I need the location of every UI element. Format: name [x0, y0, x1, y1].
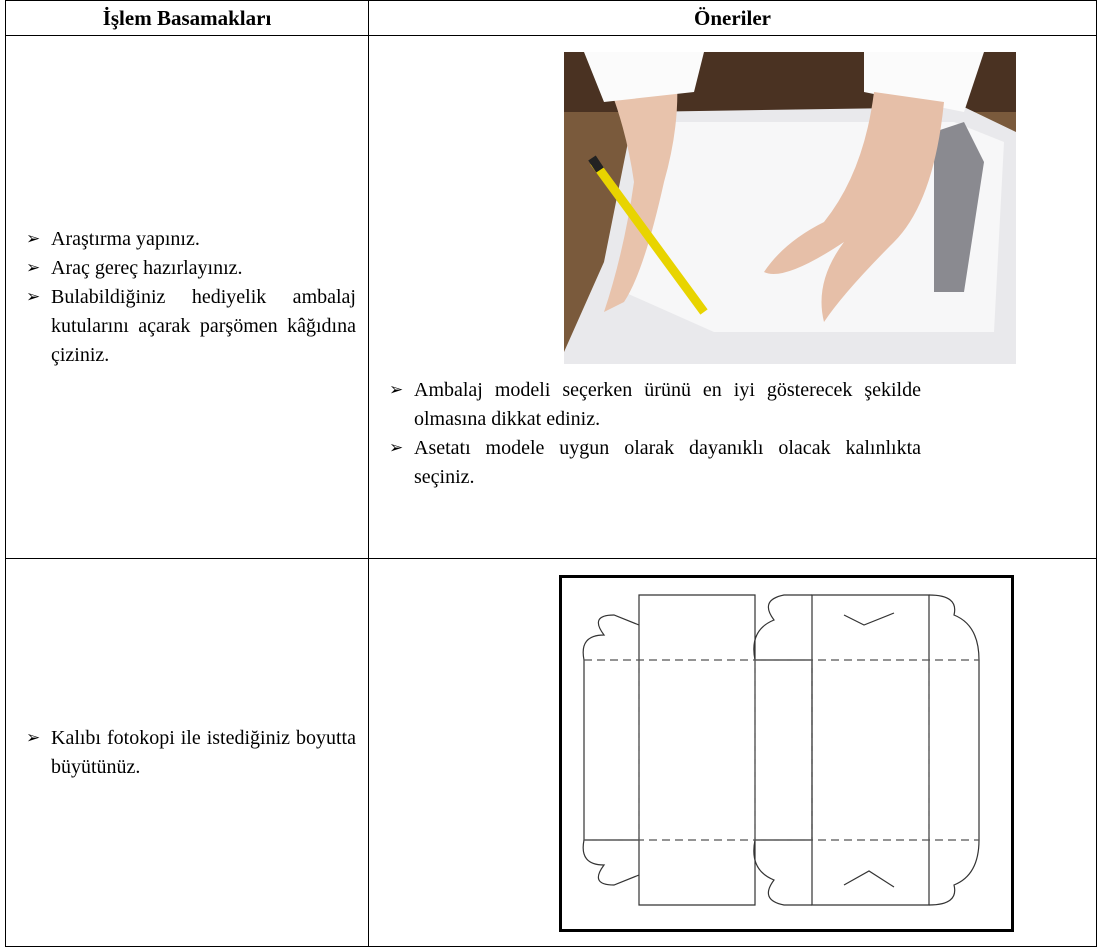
- tip-list: Ambalaj modeli seçerken ürünü en iyi gös…: [369, 376, 921, 492]
- step-item: Araç gereç hazırlayınız.: [18, 254, 356, 283]
- step-item: Bulabildiğiniz hediyelik ambalaj kutular…: [18, 283, 356, 370]
- step-list: Araştırma yapınız.Araç gereç hazırlayını…: [6, 225, 356, 370]
- step-item: Kalıbı fotokopi ile istediğiniz boyutta …: [18, 724, 356, 782]
- photo: [564, 52, 1016, 364]
- tips-cell: Ambalaj modeli seçerken ürünü en iyi gös…: [368, 35, 1097, 559]
- tip-item: Asetatı modele uygun olarak dayanıklı ol…: [381, 434, 921, 492]
- step-list: Kalıbı fotokopi ile istediğiniz boyutta …: [6, 724, 356, 782]
- header-row: İşlem Basamakları Öneriler: [5, 0, 1097, 36]
- header-cell: Öneriler: [368, 0, 1097, 36]
- header-cell: İşlem Basamakları: [5, 0, 369, 36]
- steps-cell: Araştırma yapınız.Araç gereç hazırlayını…: [5, 35, 369, 559]
- row: Araştırma yapınız.Araç gereç hazırlayını…: [5, 35, 1097, 559]
- step-item: Araştırma yapınız.: [18, 225, 356, 254]
- row: Kalıbı fotokopi ile istediğiniz boyutta …: [5, 558, 1097, 947]
- tips-cell: [368, 558, 1097, 947]
- steps-table: İşlem Basamakları Öneriler Araştırma yap…: [5, 0, 1097, 947]
- steps-cell: Kalıbı fotokopi ile istediğiniz boyutta …: [5, 558, 369, 947]
- tip-item: Ambalaj modeli seçerken ürünü en iyi gös…: [381, 376, 921, 434]
- box-template: [559, 575, 1014, 932]
